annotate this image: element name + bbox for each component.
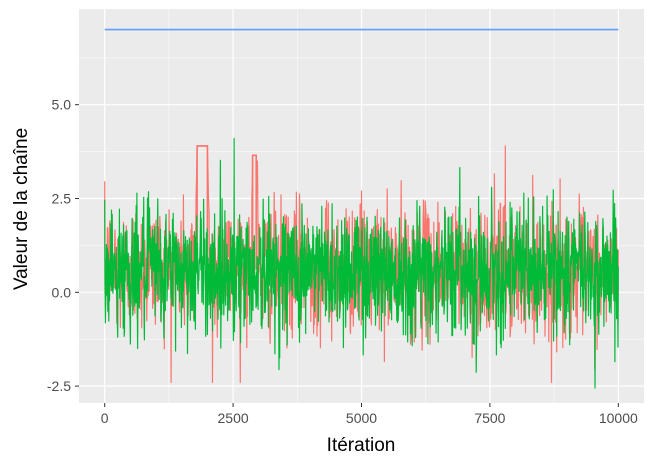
x-axis: 0 2500 5000 7500 10000 (101, 403, 638, 426)
y-tick-label: -2.5 (47, 378, 71, 394)
y-tick-label: 0.0 (52, 284, 72, 300)
y-axis-title: Valeur de la chaîne (11, 128, 32, 290)
x-tick-label: 2500 (218, 410, 249, 426)
y-tick-label: 5.0 (52, 97, 72, 113)
x-tick-label: 5000 (346, 410, 377, 426)
x-tick-label: 10000 (599, 410, 638, 426)
series-line-2 (104, 137, 619, 389)
series-line-1 (104, 145, 619, 383)
y-axis: -2.5 0.0 2.5 5.0 (47, 97, 79, 394)
x-tick-label: 0 (101, 410, 109, 426)
y-tick-label: 2.5 (52, 190, 72, 206)
x-tick-label: 7500 (474, 410, 505, 426)
series-layer (104, 28, 619, 389)
x-axis-title: Itération (327, 435, 396, 456)
